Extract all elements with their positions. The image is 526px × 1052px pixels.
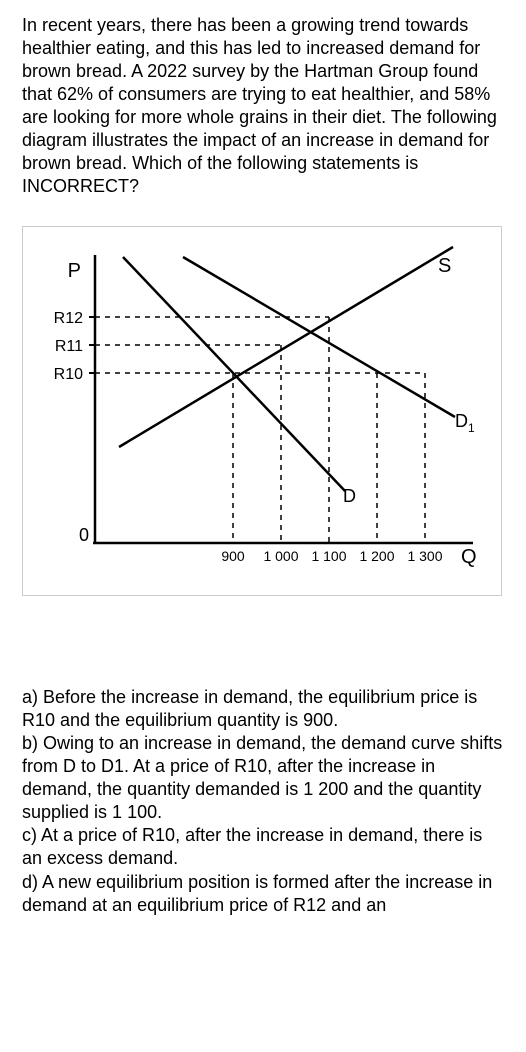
option-d: d) A new equilibrium position is formed …: [22, 871, 506, 917]
option-a: a) Before the increase in demand, the eq…: [22, 686, 506, 732]
option-c: c) At a price of R10, after the increase…: [22, 824, 506, 870]
option-b-part1: b) Owing to an increase in demand, the d…: [22, 732, 506, 778]
x-axis-label: Q: [461, 546, 477, 568]
x-tick-1200: 1 200: [359, 548, 394, 564]
x-tick-1300: 1 300: [407, 548, 442, 564]
question-text: In recent years, there has been a growin…: [22, 14, 506, 198]
y-tick-R11: R11: [55, 338, 83, 355]
x-tick-900: 900: [221, 548, 245, 564]
y-axis-label: P: [68, 260, 81, 282]
y-tick-R10: R10: [54, 366, 83, 383]
demand1-curve-label: D1: [455, 411, 475, 435]
origin-label: 0: [79, 525, 89, 545]
x-tick-1100: 1 100: [311, 548, 346, 564]
x-tick-1000: 1 000: [263, 548, 298, 564]
answer-options: a) Before the increase in demand, the eq…: [22, 686, 506, 916]
y-tick-R12: R12: [54, 310, 83, 327]
supply-demand-chart: P R12 R11 R10 0 900 1 000 1 100 1 200 1 …: [22, 226, 502, 596]
supply-curve-label: S: [438, 255, 451, 277]
demand-curve-label: D: [343, 486, 356, 506]
option-b-part2: demand, the quantity demanded is 1 200 a…: [22, 778, 506, 824]
